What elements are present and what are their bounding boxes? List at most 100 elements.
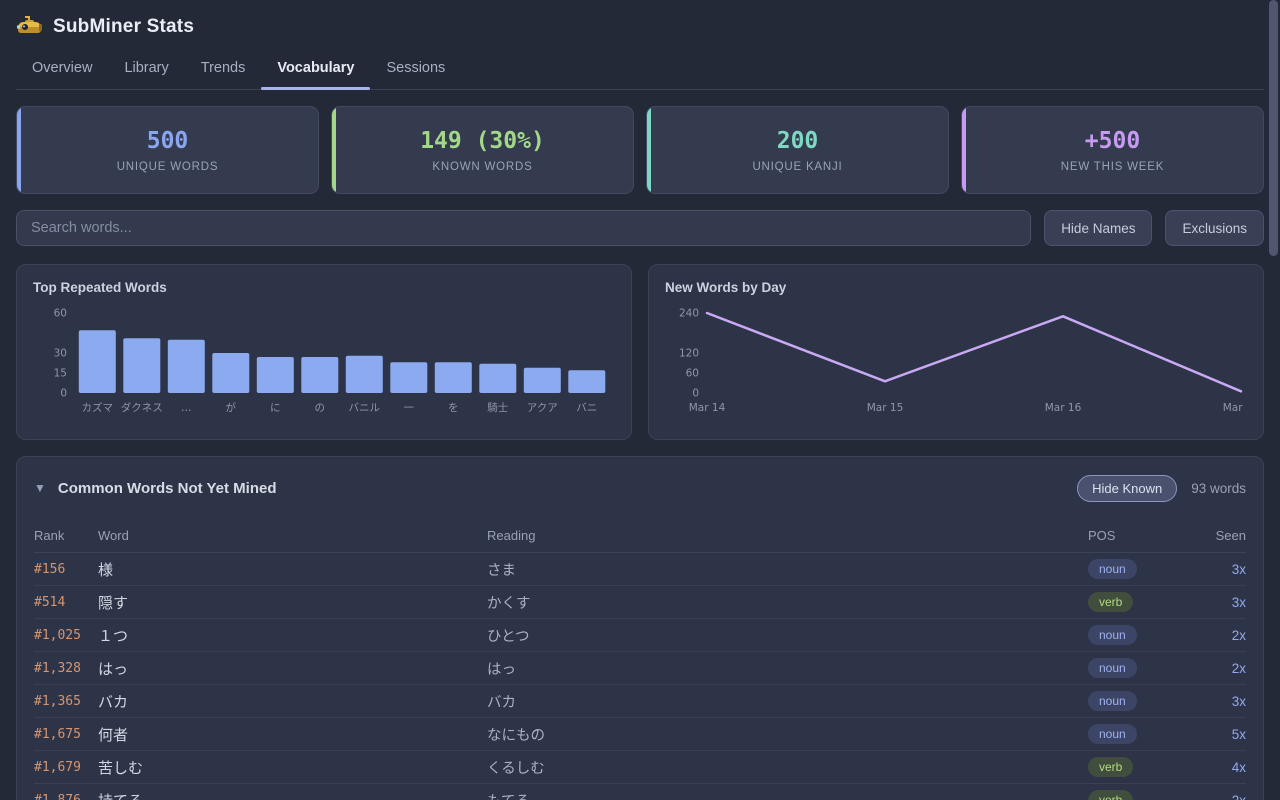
stat-value: 200 — [776, 127, 819, 154]
seen-cell: 3x — [1231, 561, 1246, 577]
hide-known-button[interactable]: Hide Known — [1077, 474, 1178, 502]
rank-cell: #1,365 — [34, 693, 81, 709]
table-row[interactable]: #1,679 苦しむ くるしむ verb 4x — [34, 751, 1246, 784]
bar — [568, 370, 606, 393]
pos-badge: verb — [1088, 756, 1134, 778]
reading-cell: はっ — [487, 661, 516, 678]
col-rank: Rank — [34, 528, 65, 543]
table-row[interactable]: #1,328 はっ はっ noun 2x — [34, 652, 1246, 685]
stat-value: 149 (30%) — [420, 127, 545, 154]
seen-cell: 3x — [1231, 693, 1246, 709]
submarine-icon — [16, 14, 43, 41]
reading-cell: もてる — [487, 790, 1088, 800]
tab-trends[interactable]: Trends — [200, 60, 246, 76]
stat-value: +500 — [1084, 127, 1141, 154]
word-cell: 何者 — [98, 725, 129, 744]
x-tick-label: アクア — [527, 402, 558, 414]
stat-cards: 500 UNIQUE WORDS 149 (30%) KNOWN WORDS 2… — [16, 106, 1264, 194]
seen-cell: 2x — [1231, 627, 1246, 643]
x-tick-label: の — [315, 402, 326, 414]
pos-badge: noun — [1088, 690, 1137, 712]
table-row[interactable]: #156 様 さま noun 3x — [34, 553, 1246, 586]
x-tick-label: に — [270, 402, 281, 414]
line-chart-canvas: 0 60 120 240 Mar 14 Mar 15 Mar 16 Mar 17 — [679, 308, 1245, 415]
tab-library[interactable]: Library — [124, 60, 169, 76]
x-tick-label: Mar 14 — [689, 402, 726, 414]
table-row[interactable]: #1,025 １つ ひとつ noun 2x — [34, 619, 1246, 652]
y-tick-label: 30 — [54, 348, 67, 360]
table-row[interactable]: #1,365 バカ バカ noun 3x — [34, 685, 1246, 718]
bar — [78, 330, 116, 393]
scrollbar-thumb[interactable] — [1269, 0, 1278, 256]
tab-sessions[interactable]: Sessions — [386, 60, 446, 76]
pos-cell: noun — [1088, 723, 1188, 745]
hide-names-button[interactable]: Hide Names — [1044, 210, 1153, 246]
col-seen: Seen — [1215, 528, 1246, 543]
reading-cell: バカ — [487, 694, 516, 711]
y-tick-label: 0 — [60, 388, 67, 400]
rank-cell: #1,679 — [34, 759, 81, 775]
pos-cell: noun — [1088, 624, 1188, 646]
exclusions-button[interactable]: Exclusions — [1165, 210, 1264, 246]
y-tick-label: 240 — [679, 308, 699, 320]
rank-cell: #1,876 — [34, 793, 98, 800]
bar — [256, 357, 294, 393]
stat-label: NEW THIS WEEK — [1060, 160, 1165, 173]
stat-card-known-words: 149 (30%) KNOWN WORDS — [331, 106, 634, 194]
chart-title: New Words by Day — [665, 280, 787, 295]
pos-cell: verb — [1088, 790, 1188, 800]
bar — [301, 357, 339, 393]
table-row[interactable]: #1,675 何者 なにもの noun 5x — [34, 718, 1246, 751]
collapse-triangle-icon[interactable]: ▼ — [34, 481, 46, 495]
seen-cell: 5x — [1231, 726, 1246, 742]
word-cell: バカ — [98, 692, 129, 711]
rank-cell: #1,328 — [34, 660, 81, 676]
tab-bar: Overview Library Trends Vocabulary Sessi… — [16, 52, 1264, 90]
bar — [434, 362, 472, 393]
word-cell: はっ — [98, 659, 129, 678]
pos-badge: verb — [1088, 790, 1134, 800]
x-tick-label: Mar 17 — [1223, 402, 1245, 414]
common-words-section: ▼ Common Words Not Yet Mined Hide Known … — [16, 456, 1264, 800]
pos-cell: noun — [1088, 657, 1188, 679]
word-cell: 隠す — [98, 593, 129, 612]
x-tick-label: ダクネス — [121, 401, 163, 414]
tab-overview[interactable]: Overview — [32, 60, 93, 76]
stat-card-new-this-week: +500 NEW THIS WEEK — [961, 106, 1264, 194]
rank-cell: #1,675 — [34, 726, 81, 742]
table-row[interactable]: #514 隠す かくす verb 3x — [34, 586, 1246, 619]
search-input[interactable] — [16, 210, 1032, 246]
table-row[interactable]: #1,876持てるもてるverb 2x — [34, 784, 1246, 800]
charts-row: Top Repeated Words 0 15 30 60 カズマ ダクネス … が に の バニル… — [16, 264, 1264, 440]
pos-cell: verb — [1088, 591, 1188, 613]
x-tick-label: カズマ — [82, 401, 114, 414]
bar — [390, 362, 428, 393]
word-cell: 苦しむ — [98, 758, 144, 777]
stat-card-unique-words: 500 UNIQUE WORDS — [16, 106, 319, 194]
y-tick-label: 60 — [54, 308, 67, 320]
y-tick-label: 120 — [679, 348, 699, 360]
search-row: Hide Names Exclusions — [16, 210, 1264, 246]
pos-cell: noun — [1088, 690, 1188, 712]
x-tick-label: … — [181, 402, 192, 414]
section-header: ▼ Common Words Not Yet Mined Hide Known … — [34, 457, 1246, 519]
col-reading: Reading — [487, 528, 536, 543]
y-tick-label: 15 — [54, 368, 67, 380]
section-title: Common Words Not Yet Mined — [57, 479, 277, 497]
bar — [479, 363, 517, 393]
col-word: Word — [98, 528, 129, 543]
reading-cell: くるしむ — [487, 760, 545, 777]
reading-cell: かくす — [487, 595, 531, 612]
pos-cell: verb — [1088, 756, 1188, 778]
tab-vocabulary[interactable]: Vocabulary — [261, 52, 371, 90]
x-tick-label: 騎士 — [487, 401, 508, 414]
x-tick-label: Mar 16 — [1045, 402, 1082, 414]
stat-label: KNOWN WORDS — [432, 160, 533, 173]
word-cell: 様 — [98, 560, 114, 579]
word-count: 93 words — [1191, 480, 1246, 496]
chart-title: Top Repeated Words — [33, 280, 167, 295]
rank-cell: #156 — [34, 561, 66, 577]
x-tick-label: 一 — [404, 402, 415, 414]
reading-cell: さま — [487, 562, 516, 579]
seen-cell: 2x — [1188, 793, 1246, 800]
